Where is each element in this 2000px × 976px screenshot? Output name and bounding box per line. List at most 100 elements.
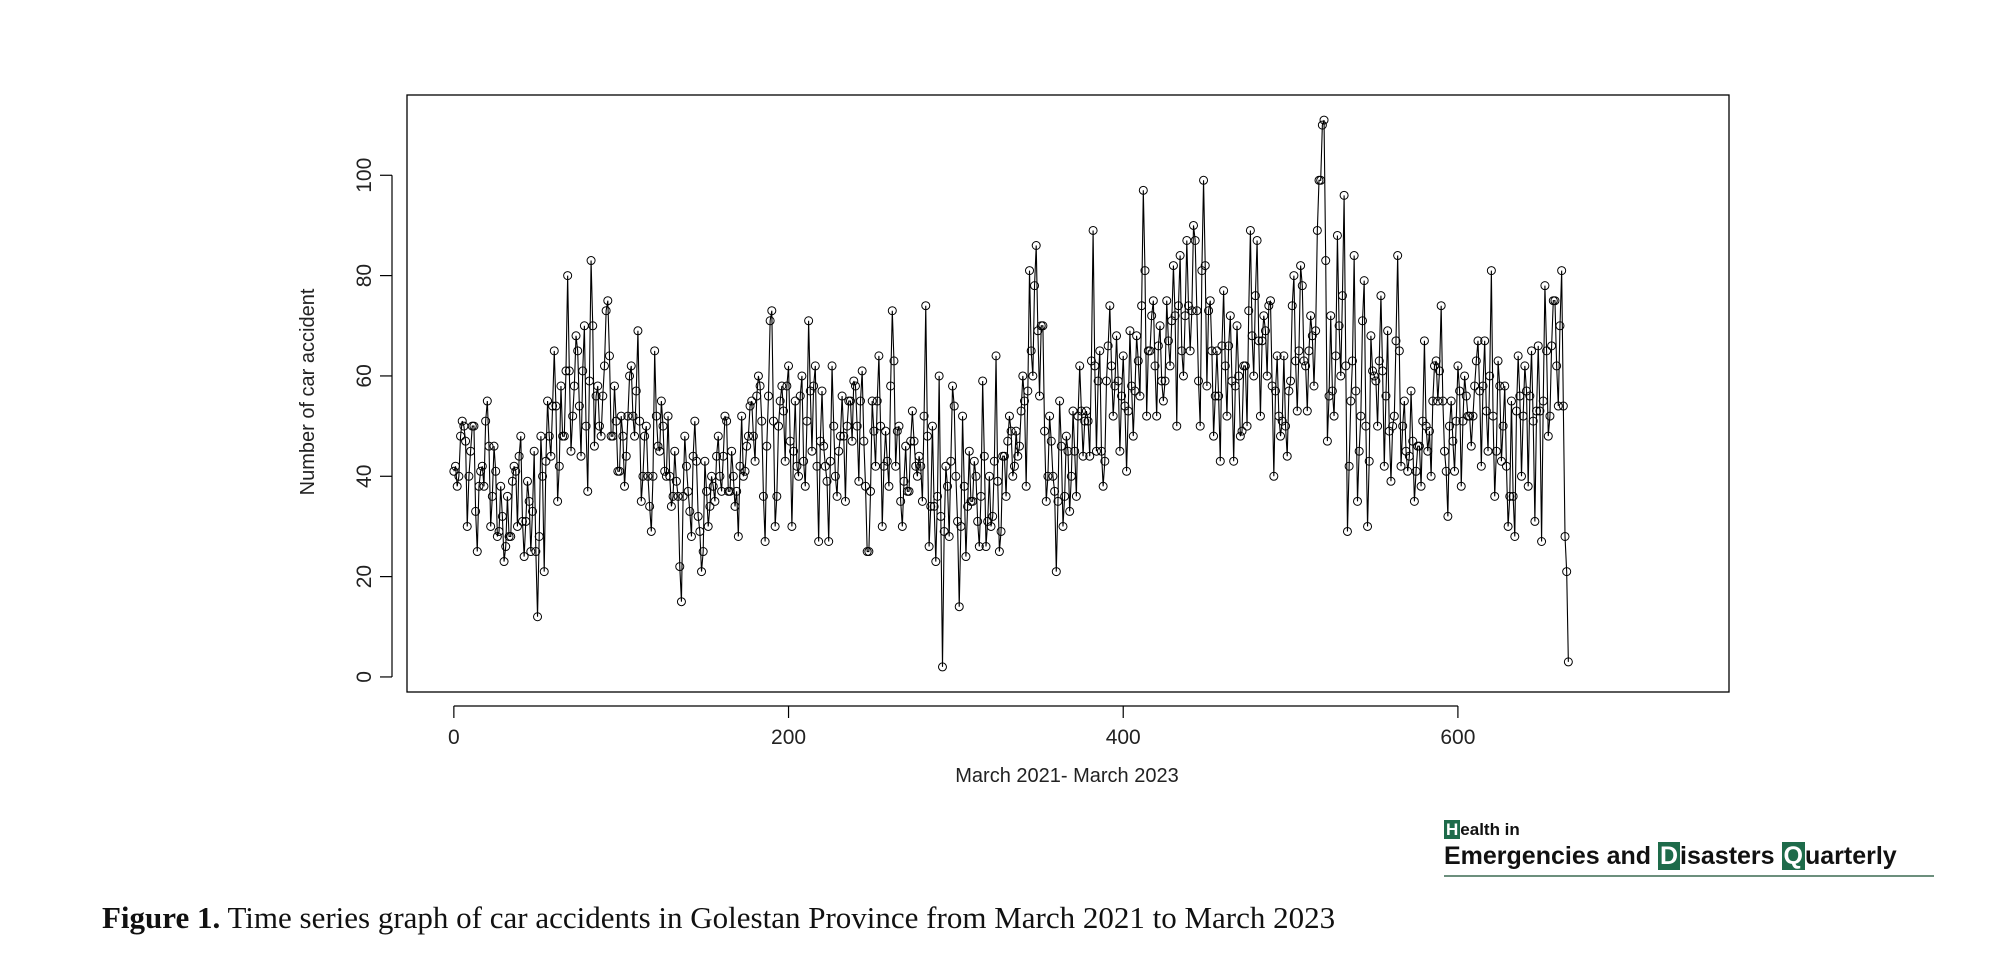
data-point xyxy=(829,421,839,431)
data-point xyxy=(1252,235,1262,245)
data-point xyxy=(628,411,638,421)
data-point xyxy=(1394,346,1404,356)
data-point xyxy=(1183,301,1193,311)
data-point xyxy=(830,471,840,481)
series-layer xyxy=(449,115,1573,672)
data-point xyxy=(730,501,740,511)
data-point xyxy=(1212,346,1222,356)
data-point xyxy=(477,461,487,471)
data-point xyxy=(1560,531,1570,541)
data-point xyxy=(648,471,658,481)
data-point xyxy=(1506,396,1516,406)
data-point xyxy=(1553,401,1563,411)
data-point xyxy=(563,271,573,281)
data-point xyxy=(1016,406,1026,416)
data-point xyxy=(932,491,942,501)
data-point xyxy=(1528,416,1538,426)
data-point xyxy=(1255,411,1265,421)
data-point xyxy=(797,371,807,381)
data-point xyxy=(1110,381,1120,391)
data-point xyxy=(462,521,472,531)
data-point xyxy=(725,486,735,496)
data-point xyxy=(574,401,584,411)
data-point xyxy=(1237,426,1247,436)
data-point xyxy=(1130,386,1140,396)
data-point xyxy=(1103,341,1113,351)
data-point xyxy=(916,461,926,471)
data-point xyxy=(688,451,698,461)
data-point xyxy=(1530,516,1540,526)
data-point xyxy=(948,381,958,391)
data-point xyxy=(1006,426,1016,436)
data-point xyxy=(1493,356,1503,366)
data-point xyxy=(1401,446,1411,456)
data-point xyxy=(907,406,917,416)
data-point xyxy=(1378,366,1388,376)
data-point xyxy=(884,481,894,491)
data-point xyxy=(854,476,864,486)
data-point xyxy=(524,496,534,506)
data-point xyxy=(1302,406,1312,416)
data-point xyxy=(1428,396,1438,406)
data-point xyxy=(909,436,919,446)
data-point xyxy=(984,471,994,481)
data-point xyxy=(1299,356,1309,366)
data-point xyxy=(608,431,618,441)
data-point xyxy=(794,471,804,481)
data-point xyxy=(1346,396,1356,406)
data-point xyxy=(666,501,676,511)
logo-initial-q: Q xyxy=(1781,842,1805,870)
data-point xyxy=(1205,296,1215,306)
data-point xyxy=(1056,441,1066,451)
data-point xyxy=(670,446,680,456)
data-point xyxy=(1547,341,1557,351)
data-point xyxy=(1465,411,1475,421)
data-point xyxy=(795,391,805,401)
data-point xyxy=(1048,471,1058,481)
data-point xyxy=(1224,341,1234,351)
data-point xyxy=(482,396,492,406)
data-point xyxy=(752,391,762,401)
data-point xyxy=(1510,531,1520,541)
data-point xyxy=(1055,396,1065,406)
data-point xyxy=(474,481,484,491)
data-point xyxy=(596,431,606,441)
data-point xyxy=(1271,386,1280,396)
data-point xyxy=(1317,120,1327,130)
data-point xyxy=(1386,476,1396,486)
data-point xyxy=(454,471,464,481)
data-point xyxy=(1125,326,1135,336)
data-point xyxy=(989,456,999,466)
data-point xyxy=(1277,416,1287,426)
data-point xyxy=(618,431,628,441)
y-tick-label: 20 xyxy=(353,565,376,588)
data-point xyxy=(653,441,663,451)
data-point xyxy=(1142,411,1152,421)
data-point xyxy=(615,466,625,476)
data-point xyxy=(1217,341,1227,351)
data-point xyxy=(1485,371,1495,381)
data-point xyxy=(1138,185,1148,195)
data-point xyxy=(1535,406,1545,416)
data-point xyxy=(1558,401,1568,411)
data-point xyxy=(879,461,889,471)
data-point xyxy=(1019,396,1029,406)
data-point xyxy=(1532,406,1542,416)
data-point xyxy=(655,446,665,456)
data-point xyxy=(1468,411,1478,421)
data-point xyxy=(1265,296,1275,306)
data-point xyxy=(840,496,850,506)
data-point xyxy=(665,471,675,481)
data-point xyxy=(1127,381,1137,391)
data-point xyxy=(1096,446,1106,456)
x-tick-label: 0 xyxy=(448,726,460,749)
data-point xyxy=(1066,471,1076,481)
data-point xyxy=(506,531,516,541)
data-point xyxy=(869,426,879,436)
data-point xyxy=(897,521,907,531)
data-point xyxy=(1014,441,1024,451)
data-point xyxy=(1520,361,1530,371)
data-point xyxy=(859,436,869,446)
data-point xyxy=(1341,361,1351,371)
data-point xyxy=(1306,311,1316,321)
